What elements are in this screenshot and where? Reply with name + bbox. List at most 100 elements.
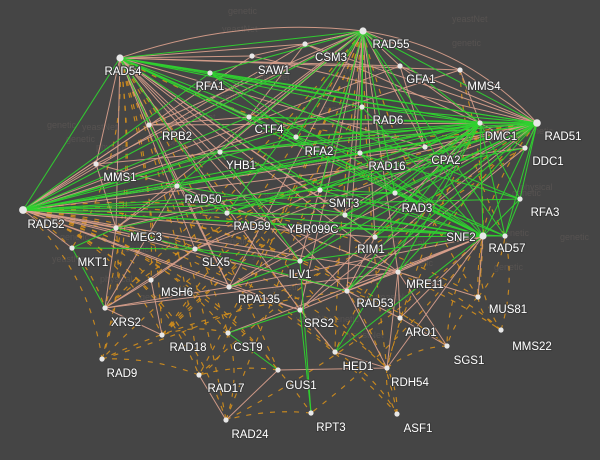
watermark-text: yeastNet: [296, 158, 332, 168]
network-edge-physical: [198, 374, 227, 421]
network-edge-physical: [344, 30, 364, 216]
network-edge-physical: [119, 57, 230, 288]
watermark-text: yeastNet: [376, 292, 412, 302]
network-node[interactable]: [275, 367, 281, 373]
network-edge-functional: [219, 151, 484, 237]
network-node-label: RFA2: [305, 146, 334, 158]
network-edge-functional: [374, 122, 538, 238]
network-node[interactable]: [225, 330, 231, 336]
network-edge-genetic: [22, 209, 312, 414]
network-node[interactable]: [99, 356, 105, 362]
network-edge-functional: [359, 122, 481, 154]
network-node-label: RPA135: [238, 294, 280, 306]
network-node[interactable]: [102, 305, 108, 311]
network-edge-genetic: [22, 209, 106, 309]
network-node[interactable]: [192, 246, 198, 252]
network-edge-physical: [22, 209, 301, 262]
network-node[interactable]: [207, 70, 213, 76]
network-node[interactable]: [422, 144, 428, 150]
network-node-label: DMC1: [485, 131, 518, 143]
watermark-text: yeastNet: [452, 14, 488, 24]
network-node[interactable]: [69, 245, 75, 251]
network-node[interactable]: [19, 206, 27, 214]
network-node[interactable]: [224, 210, 230, 216]
network-node[interactable]: [522, 145, 528, 151]
network-node[interactable]: [344, 288, 350, 294]
network-node[interactable]: [174, 183, 180, 189]
network-edge-functional: [504, 198, 521, 237]
network-edge-physical: [115, 57, 121, 229]
network-edge-physical: [386, 235, 484, 369]
watermark-text: physical: [520, 182, 553, 192]
network-edge-physical: [194, 189, 321, 250]
network-edge-functional: [319, 122, 538, 191]
network-edge-genetic: [22, 209, 227, 421]
network-node[interactable]: [146, 122, 152, 128]
network-node[interactable]: [502, 233, 508, 239]
network-edge-functional: [346, 122, 481, 292]
watermark-text: yeastNet: [296, 314, 332, 324]
network-node[interactable]: [475, 294, 481, 300]
network-node[interactable]: [392, 190, 398, 196]
network-node[interactable]: [479, 232, 487, 240]
network-edge-functional: [219, 151, 301, 262]
network-edge-physical: [362, 30, 538, 124]
watermark-text: yeastNet: [52, 254, 88, 264]
network-node[interactable]: [223, 417, 229, 423]
network-node[interactable]: [332, 349, 338, 355]
network-node[interactable]: [342, 212, 348, 218]
network-node[interactable]: [226, 284, 232, 290]
network-node[interactable]: [359, 27, 367, 35]
network-node-label: CST9: [233, 342, 262, 354]
network-node[interactable]: [397, 63, 403, 69]
network-edge-functional: [119, 57, 297, 138]
network-node[interactable]: [457, 67, 463, 73]
network-node[interactable]: [444, 343, 450, 349]
watermark-text: genetic: [452, 38, 482, 48]
network-node[interactable]: [397, 315, 403, 321]
network-node[interactable]: [302, 41, 308, 47]
network-edge-physical: [399, 65, 538, 124]
network-node[interactable]: [359, 104, 365, 110]
network-edge-physical: [228, 122, 481, 288]
network-node[interactable]: [217, 149, 223, 155]
network-node[interactable]: [159, 332, 165, 338]
network-edge-functional: [299, 122, 481, 262]
network-node[interactable]: [297, 307, 303, 313]
network-edge-physical: [22, 209, 399, 273]
network-node-label: CPA2: [431, 155, 460, 167]
network-node[interactable]: [394, 411, 400, 417]
network-node[interactable]: [477, 120, 483, 126]
network-node[interactable]: [372, 234, 378, 240]
network-node[interactable]: [498, 327, 504, 333]
network-node[interactable]: [116, 54, 124, 62]
network-node[interactable]: [517, 196, 523, 202]
network-edge-genetic: [101, 122, 538, 360]
network-edge-physical: [386, 271, 399, 369]
network-node[interactable]: [395, 269, 401, 275]
network-edge-genetic: [310, 235, 484, 414]
network-edge-functional: [519, 122, 538, 200]
network-node[interactable]: [297, 258, 303, 264]
network-node[interactable]: [249, 53, 255, 59]
node-layer[interactable]: [19, 27, 541, 423]
network-node[interactable]: [246, 114, 252, 120]
watermark-text: yeastNet: [420, 168, 456, 178]
network-node[interactable]: [148, 277, 154, 283]
network-node[interactable]: [293, 134, 299, 140]
network-node[interactable]: [93, 161, 99, 167]
network-node[interactable]: [113, 225, 119, 231]
network-node-label: ARO1: [405, 327, 436, 339]
network-edge-physical: [119, 55, 253, 59]
network-edge-functional: [22, 151, 221, 211]
network-node[interactable]: [317, 187, 323, 193]
network-edge-functional: [209, 72, 538, 124]
network-node[interactable]: [357, 150, 363, 156]
network-node[interactable]: [196, 372, 202, 378]
network-node[interactable]: [384, 365, 390, 371]
network-node[interactable]: [308, 410, 314, 416]
network-node[interactable]: [533, 119, 541, 127]
network-node-label: RAD53: [356, 298, 393, 310]
